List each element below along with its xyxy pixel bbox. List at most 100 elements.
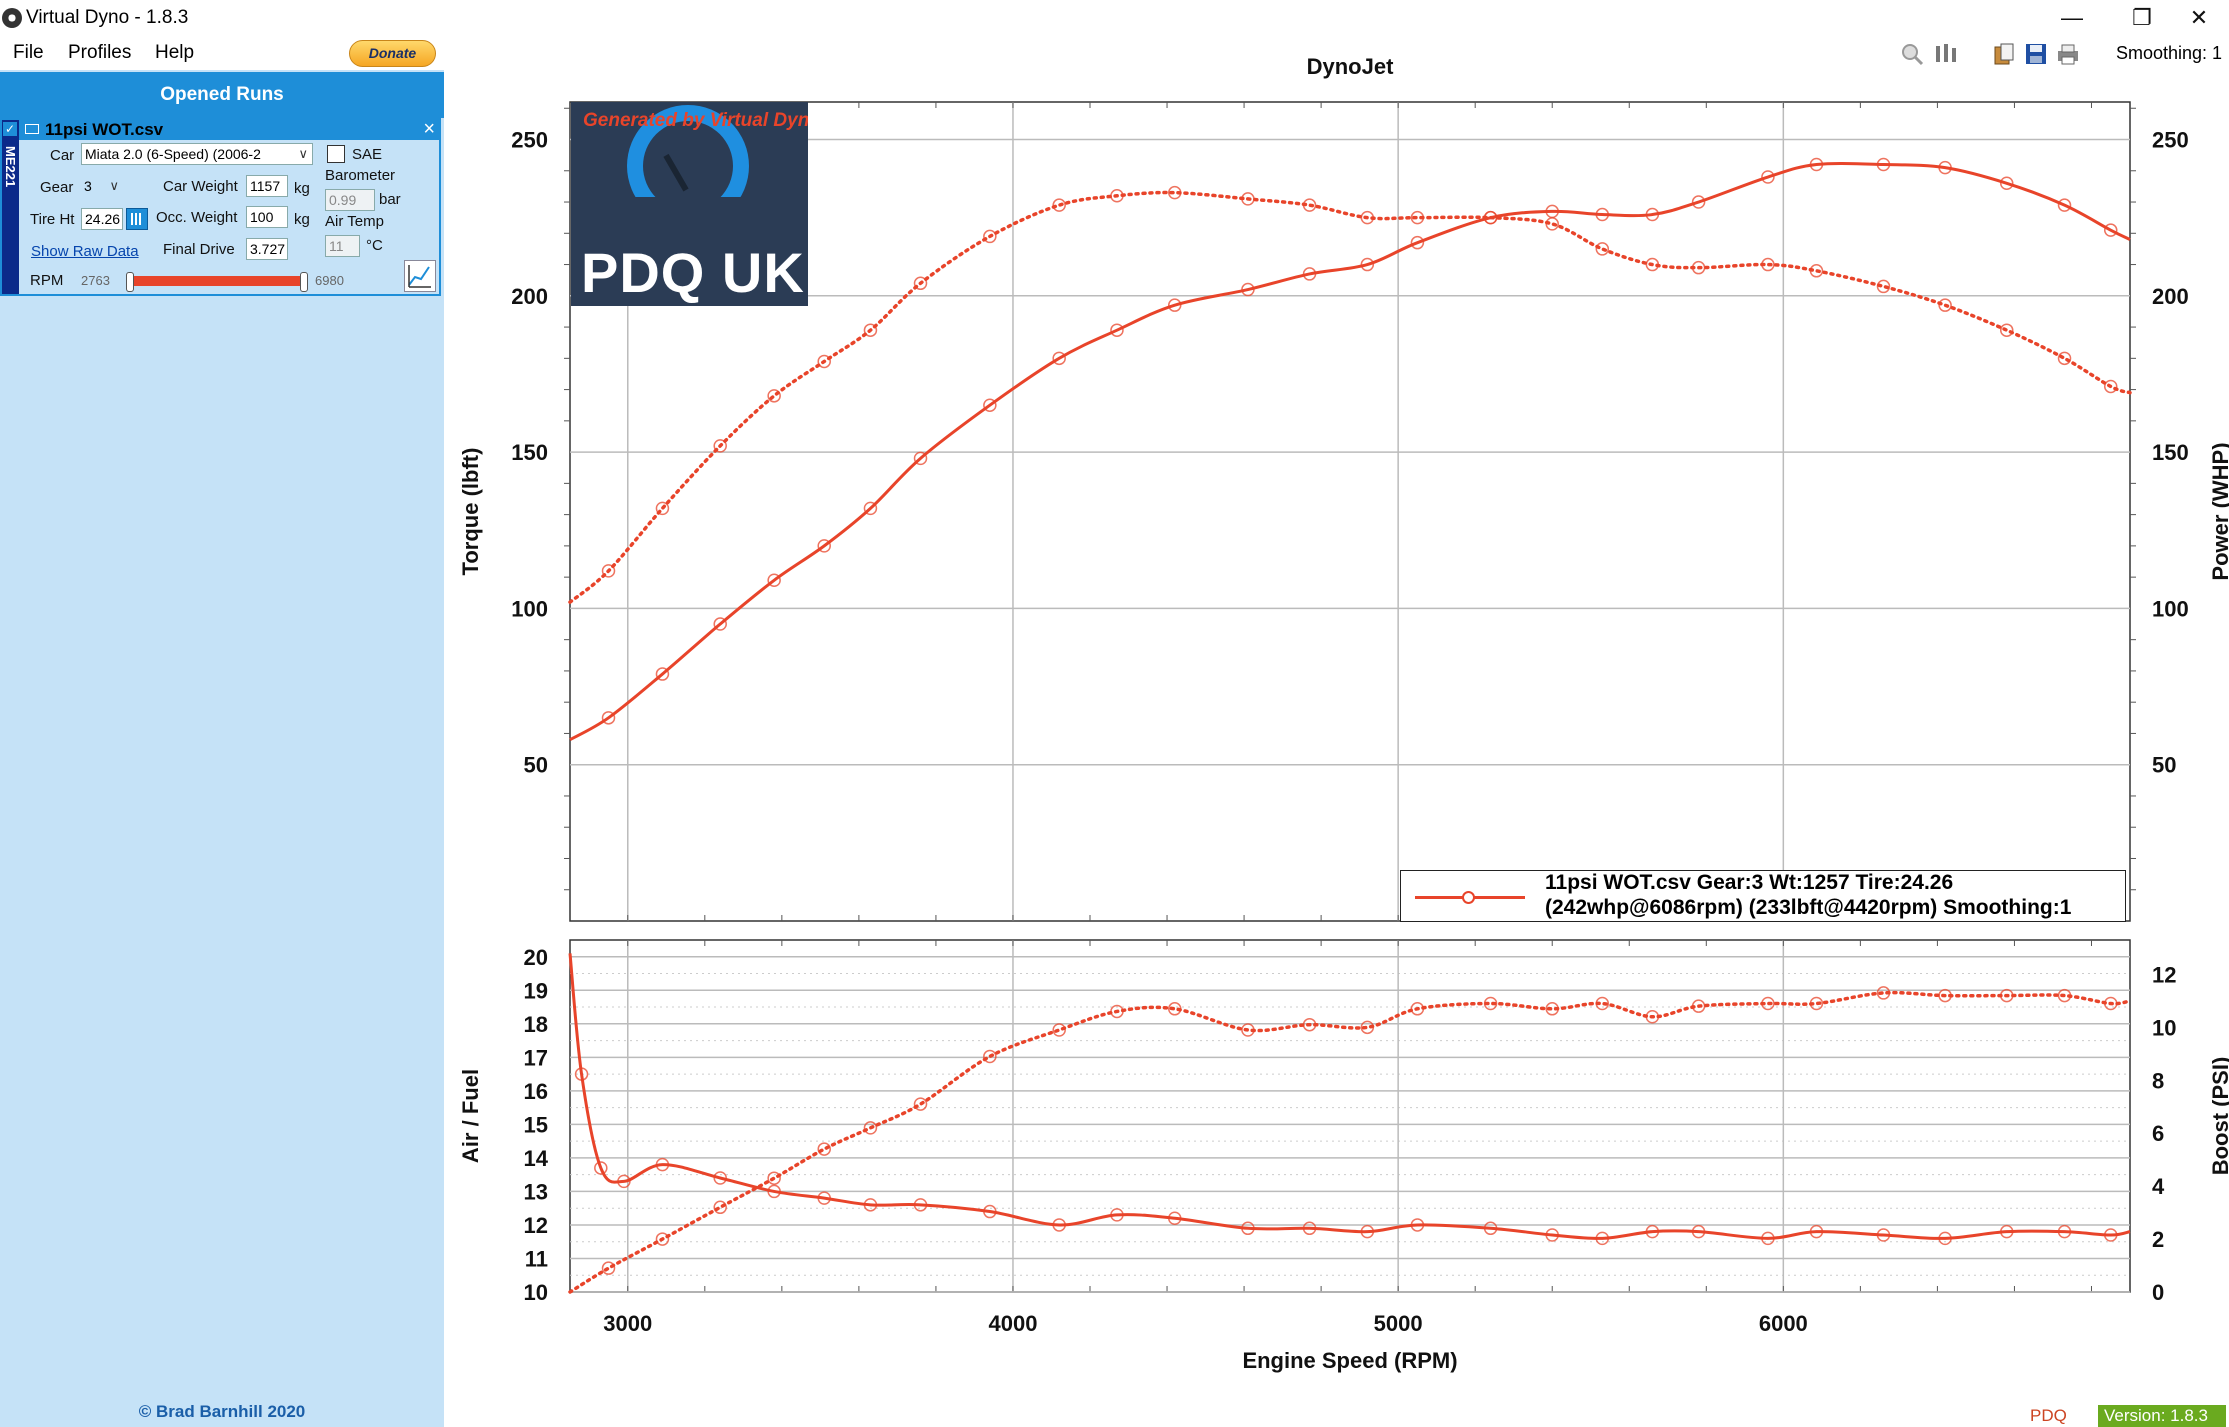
series-1-0-point bbox=[1110, 323, 1124, 337]
occ-weight-input[interactable]: 100 bbox=[246, 206, 288, 228]
y-tick-label: 19 bbox=[524, 978, 548, 1003]
series-2-0-point bbox=[1110, 1208, 1124, 1222]
save-icon[interactable] bbox=[2024, 42, 2048, 66]
graph-icon[interactable] bbox=[404, 260, 436, 292]
copy-icon[interactable] bbox=[1992, 42, 2016, 66]
series-1-1-point bbox=[1302, 198, 1317, 212]
series-2-0-line bbox=[568, 953, 2131, 1240]
series-2-0-point bbox=[863, 1198, 878, 1212]
air-temp-unit: °C bbox=[366, 237, 383, 254]
run-card: ✓ ME221 11psi WOT.csv × Car Miata 2.0 (6… bbox=[0, 118, 441, 296]
air-temp-input[interactable]: 11 bbox=[325, 235, 360, 257]
series-1-0-point bbox=[1360, 257, 1375, 272]
run-sidebar: ✓ ME221 bbox=[2, 120, 19, 294]
rpm-max-value: 6980 bbox=[315, 273, 344, 288]
series-2-0-point bbox=[1809, 1224, 1824, 1239]
run-collapse-button[interactable] bbox=[25, 124, 39, 134]
series-1-0-point bbox=[1645, 207, 1660, 222]
menu-help[interactable]: Help bbox=[155, 42, 195, 63]
x-tick-label: 3000 bbox=[603, 1311, 652, 1336]
run-close-icon[interactable]: × bbox=[423, 118, 435, 140]
series-2-0-point bbox=[1241, 1221, 1255, 1236]
series-2-1-point bbox=[1052, 1023, 1066, 1037]
chevron-down-icon: ∨ bbox=[298, 146, 308, 161]
donate-button[interactable]: Donate bbox=[349, 40, 436, 67]
version-badge[interactable]: Version: 1.8.3 bbox=[2098, 1405, 2226, 1427]
final-drive-input[interactable]: 3.727 bbox=[246, 238, 288, 260]
series-1-0-point bbox=[2103, 223, 2118, 237]
rpm-range-slider[interactable] bbox=[126, 272, 308, 292]
y-tick-label: 17 bbox=[524, 1045, 548, 1070]
smoothing-label[interactable]: Smoothing: 1 bbox=[2116, 43, 2223, 63]
legend-line-1: 11psi WOT.csv Gear:3 Wt:1257 Tire:24.26 bbox=[1545, 871, 1954, 894]
series-1-0-point bbox=[655, 667, 670, 681]
series-2-0-point bbox=[1938, 1231, 1952, 1246]
series-1-0-point bbox=[983, 398, 997, 412]
y-tick-label: 11 bbox=[525, 1246, 548, 1271]
filter-settings-icon[interactable] bbox=[1934, 42, 1958, 66]
barometer-label: Barometer bbox=[325, 167, 396, 184]
y2-tick-label: 8 bbox=[2152, 1068, 2164, 1093]
barometer-input[interactable]: 0.99 bbox=[325, 189, 375, 211]
series-1-1-point bbox=[1938, 298, 1952, 312]
series-2-1-point bbox=[1938, 988, 1952, 1003]
series-1-0-point bbox=[767, 573, 781, 588]
car-select[interactable]: Miata 2.0 (6-Speed) (2006-2 ∨ bbox=[81, 143, 313, 165]
menu-file[interactable]: File bbox=[13, 42, 44, 63]
y2-tick-label: 2 bbox=[2152, 1227, 2164, 1252]
series-2-0-point bbox=[655, 1157, 670, 1172]
y-tick-label: 50 bbox=[524, 753, 548, 778]
rpm-min-handle[interactable] bbox=[126, 272, 134, 292]
print-icon[interactable] bbox=[2056, 42, 2080, 66]
series-1-1-point bbox=[2103, 379, 2118, 394]
x-axis-title: Engine Speed (RPM) bbox=[1242, 1348, 1457, 1373]
y2-tick-label: 250 bbox=[2152, 128, 2189, 153]
series-1-1-point bbox=[767, 389, 781, 403]
menu-profiles[interactable]: Profiles bbox=[68, 42, 132, 63]
series-1-0-point bbox=[863, 501, 878, 516]
rpm-max-handle[interactable] bbox=[300, 272, 308, 292]
restore-button[interactable]: ❐ bbox=[2132, 5, 2152, 30]
series-2-0-point bbox=[574, 1067, 589, 1081]
series-1-1-point bbox=[1052, 198, 1066, 212]
run-visible-checkbox[interactable]: ✓ bbox=[3, 122, 17, 136]
series-2-0-point bbox=[983, 1204, 997, 1219]
show-raw-data-link[interactable]: Show Raw Data bbox=[31, 243, 139, 260]
barometer-unit: bar bbox=[379, 191, 401, 208]
series-2-0-point bbox=[2103, 1228, 2118, 1242]
series-1-0-point bbox=[1595, 207, 1610, 222]
car-weight-input[interactable]: 1157 bbox=[246, 175, 288, 197]
series-1-1-point bbox=[817, 354, 831, 369]
series-1-0-point bbox=[1761, 170, 1775, 184]
series-2-1-point bbox=[1761, 996, 1775, 1011]
occ-weight-label: Occ. Weight bbox=[156, 209, 238, 226]
y2-tick-label: 12 bbox=[2152, 962, 2176, 987]
chart-legend: 11psi WOT.csv Gear:3 Wt:1257 Tire:24.26 … bbox=[1400, 870, 2126, 922]
series-1-0-point bbox=[713, 617, 727, 631]
series-1-0-point bbox=[2057, 198, 2072, 212]
y2-tick-label: 10 bbox=[2152, 1015, 2176, 1040]
opened-runs-header: Opened Runs bbox=[0, 72, 444, 118]
chart-toolbar: Smoothing: 1 bbox=[1900, 40, 2229, 70]
series-1-1-point bbox=[2057, 351, 2072, 366]
profile-status[interactable]: PDQ bbox=[2030, 1406, 2067, 1425]
series-2-1-point bbox=[713, 1200, 727, 1215]
close-button[interactable]: ✕ bbox=[2189, 5, 2209, 30]
tire-height-input[interactable]: 24.26 bbox=[81, 208, 123, 230]
series-2-1-point bbox=[913, 1097, 928, 1111]
minimize-button[interactable]: — bbox=[2061, 5, 2083, 30]
chevron-down-icon: ∨ bbox=[109, 178, 119, 193]
series-1-1-point bbox=[713, 439, 727, 453]
series-1-1-point bbox=[601, 564, 616, 578]
zoom-icon[interactable] bbox=[1900, 42, 1924, 66]
series-2-0-point bbox=[1595, 1231, 1610, 1246]
series-2-1-point bbox=[2057, 988, 2072, 1003]
y-tick-label: 150 bbox=[511, 440, 548, 465]
series-1-1-point bbox=[1483, 210, 1498, 225]
series-1-1-point bbox=[1645, 257, 1660, 272]
y-tick-label: 18 bbox=[524, 1012, 548, 1037]
y2-tick-label: 50 bbox=[2152, 753, 2176, 778]
gear-select[interactable]: 3 ∨ bbox=[81, 176, 123, 198]
calculator-icon[interactable] bbox=[126, 208, 148, 230]
sae-checkbox[interactable] bbox=[327, 145, 345, 163]
